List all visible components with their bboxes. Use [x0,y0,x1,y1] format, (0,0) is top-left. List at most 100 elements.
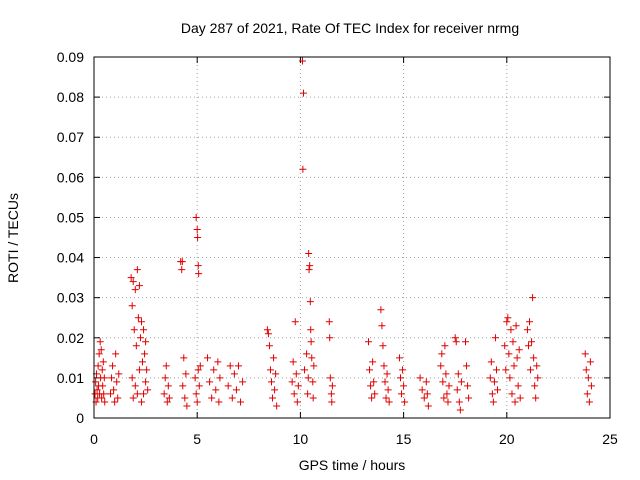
data-point [457,378,465,386]
data-point [178,266,186,274]
data-point [304,374,312,382]
y-tick-label: 0.04 [57,250,84,266]
data-point [309,378,317,386]
data-point [115,370,123,378]
data-point [195,270,203,278]
data-point [208,394,216,402]
data-point [420,394,428,402]
x-tick-label: 25 [602,431,618,447]
data-point [380,362,388,370]
data-point [107,390,115,398]
y-tick-label: 0.01 [57,370,84,386]
data-point [416,374,424,382]
data-point [367,382,375,390]
data-point [129,394,137,402]
data-points [91,57,595,414]
data-point [131,286,139,294]
data-point [326,374,334,382]
data-point [101,398,109,406]
data-point [534,374,542,382]
data-point [137,318,145,326]
data-point [214,358,222,366]
chart-title: Day 287 of 2021, Rate Of TEC Index for r… [181,20,519,36]
data-point [511,398,519,406]
data-point [127,274,135,282]
data-point [196,362,204,370]
data-point [130,326,138,334]
data-point [369,358,377,366]
data-point [100,374,108,382]
data-point [451,334,459,342]
data-point [384,386,392,394]
x-tick-label: 5 [193,431,201,447]
data-point [366,366,374,374]
data-point [271,386,279,394]
data-point [486,374,494,382]
data-point [290,390,298,398]
data-point [160,390,168,398]
data-point [370,378,378,386]
data-point [401,398,409,406]
data-point [131,382,139,390]
data-point [268,378,276,386]
data-point [491,334,499,342]
data-point [307,326,315,334]
data-point [94,362,102,370]
data-point [516,394,524,402]
data-point [263,326,271,334]
data-point [298,57,306,65]
data-point [381,378,389,386]
data-point [443,390,451,398]
data-point [582,366,590,374]
data-point [528,338,536,346]
data-point [437,362,445,370]
data-point [382,394,390,402]
data-point [424,402,432,410]
data-point [164,382,172,390]
data-point [530,354,538,362]
data-point [99,358,107,366]
data-point [293,398,301,406]
data-point [442,370,450,378]
y-tick-label: 0.06 [57,169,84,185]
data-point [266,366,274,374]
data-point [502,366,510,374]
data-point [232,386,240,394]
data-point [234,362,242,370]
x-tick-label: 0 [90,431,98,447]
data-point [92,378,100,386]
data-point [379,342,387,350]
data-point [212,386,220,394]
y-tick-label: 0 [76,410,84,426]
data-point [422,378,430,386]
data-point [326,334,334,342]
data-point [180,354,188,362]
data-point [163,398,171,406]
y-axis-label: ROTI / TECUs [5,193,21,283]
x-tick-label: 15 [396,431,412,447]
data-point [507,326,515,334]
data-point [305,250,313,258]
data-point [112,350,120,358]
data-point [385,398,393,406]
data-point [192,213,200,221]
data-point [438,350,446,358]
data-point [441,342,449,350]
data-point [165,394,173,402]
data-point [133,390,141,398]
data-point [526,318,534,326]
data-point [305,266,313,274]
data-point [488,390,496,398]
y-tick-label: 0.02 [57,330,84,346]
data-point [418,386,426,394]
data-point [135,282,143,290]
data-point [586,358,594,366]
data-point [269,394,277,402]
data-point [292,370,300,378]
data-point [533,362,541,370]
data-point [306,262,314,270]
data-point [137,398,145,406]
data-point [194,234,202,241]
data-point [463,362,471,370]
